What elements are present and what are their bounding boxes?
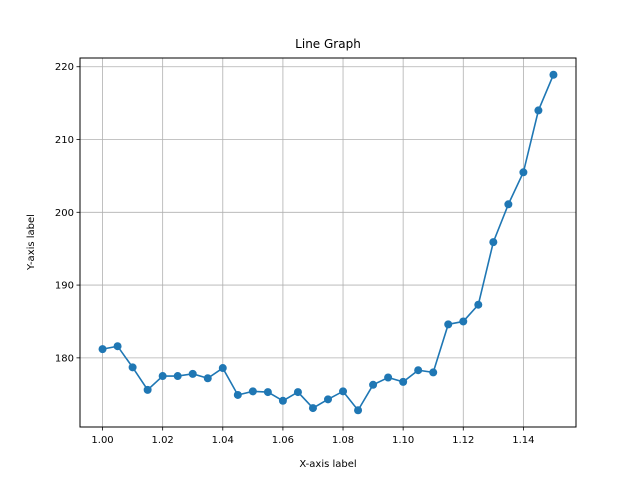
- x-axis-label: X-axis label: [299, 459, 356, 470]
- data-point: [324, 395, 332, 404]
- y-axis-label: Y-axis label: [26, 214, 37, 271]
- data-point: [414, 366, 423, 375]
- data-point: [399, 377, 408, 386]
- data-point: [128, 363, 137, 372]
- data-point: [384, 373, 393, 382]
- data-point: [173, 372, 182, 381]
- x-tick-label: 1.00: [91, 435, 113, 446]
- data-point: [339, 387, 348, 396]
- data-point: [519, 168, 528, 177]
- data-point: [158, 372, 167, 381]
- data-point: [113, 342, 122, 351]
- data-point: [278, 396, 287, 405]
- x-tick-label: 1.14: [512, 435, 534, 446]
- y-tick-label: 210: [55, 135, 74, 146]
- y-tick-label: 190: [55, 281, 74, 292]
- data-point: [293, 388, 302, 397]
- data-point: [489, 238, 498, 247]
- x-tick-label: 1.04: [212, 435, 234, 446]
- y-tick-label: 200: [55, 208, 74, 219]
- y-tick-label: 220: [55, 62, 74, 73]
- x-tick-label: 1.08: [332, 435, 354, 446]
- x-tick-label: 1.02: [152, 435, 174, 446]
- y-tick-label: 180: [55, 353, 74, 364]
- series-line-group: [98, 70, 558, 415]
- data-point: [98, 345, 107, 354]
- data-point: [248, 387, 257, 396]
- data-point: [549, 70, 558, 79]
- grid-lines: [80, 58, 576, 427]
- data-point: [354, 406, 363, 415]
- x-tick-label: 1.10: [392, 435, 414, 446]
- data-point: [534, 106, 543, 115]
- data-point: [504, 200, 513, 209]
- x-axis-ticks: 1.00 1.02 1.04 1.06 1.08 1.10 1.12 1.14: [91, 427, 535, 446]
- plot-area-frame: [79, 57, 577, 428]
- data-point: [474, 300, 483, 309]
- data-point: [444, 320, 453, 329]
- data-point: [143, 385, 152, 394]
- data-point: [369, 380, 378, 389]
- data-point: [188, 369, 197, 378]
- data-point: [459, 317, 468, 326]
- chart-title: Line Graph: [295, 37, 361, 51]
- data-point: [429, 368, 438, 377]
- y-axis-ticks: 180 190 200 210 220: [55, 62, 80, 364]
- data-point: [218, 364, 227, 373]
- data-point: [203, 374, 212, 383]
- data-point: [263, 388, 272, 397]
- x-tick-label: 1.06: [272, 435, 294, 446]
- data-point: [233, 390, 242, 399]
- data-point: [308, 404, 317, 413]
- x-tick-label: 1.12: [452, 435, 474, 446]
